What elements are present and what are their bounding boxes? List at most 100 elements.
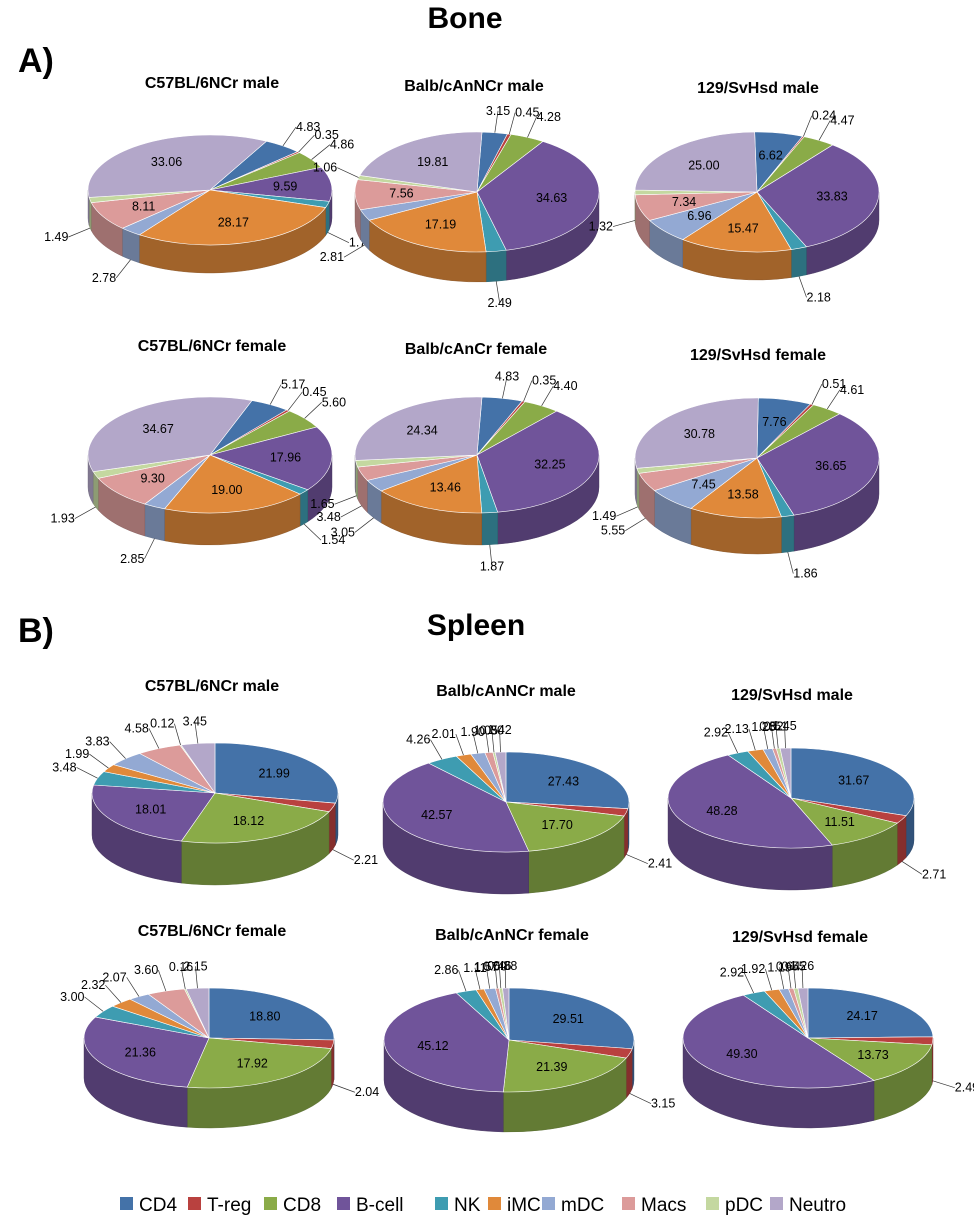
slice-label-b-cell: 17.96 — [270, 450, 301, 464]
slice-label-imc: 28.17 — [218, 215, 249, 229]
leader-line — [764, 968, 773, 991]
leader-line — [472, 731, 479, 754]
pie-slice-neutro — [502, 987, 510, 1041]
legend-swatch — [488, 1197, 501, 1210]
pie-slice-b-cell — [476, 141, 600, 251]
leader-line — [629, 1093, 652, 1104]
pie-slice-imc — [682, 191, 792, 253]
legend-label: Neutro — [789, 1195, 846, 1216]
legend-label: pDC — [725, 1195, 763, 1216]
pie-slice-cd8 — [806, 1037, 933, 1081]
panel-b-letter: B) — [18, 612, 54, 650]
pie-slice-neutro — [494, 751, 507, 803]
chart-title: Balb/cAnNCr female — [435, 927, 589, 944]
slice-label-pdc: 1.32 — [589, 220, 613, 234]
slice-label-mdc: 2.81 — [320, 250, 344, 264]
slice-label-macs: 9.30 — [140, 471, 164, 485]
pie-chart-bone-129-svhsd-male: 129/SvHsd male 6.62 0.244.47 33.83 2.18 15.47… — [589, 80, 880, 304]
leader-line — [298, 134, 315, 153]
slice-label-b-cell: 33.83 — [816, 190, 847, 204]
legend-item-pdc: pDC — [706, 1195, 763, 1216]
chart-title: C57BL/6NCr male — [145, 75, 279, 92]
slice-label-pdc: 0.51 — [764, 719, 788, 733]
leader-line — [194, 721, 199, 744]
pie-slice-neutro — [634, 131, 758, 193]
slice-label-pdc: 1.49 — [44, 230, 68, 244]
legend-label: T-reg — [207, 1195, 251, 1216]
leader-line — [499, 966, 502, 989]
pie-side-t-reg — [897, 815, 907, 866]
slice-label-pdc: 0.55 — [781, 959, 805, 973]
slice-label-pdc: 0.30 — [480, 723, 504, 737]
slice-label-cd8: 4.47 — [830, 114, 854, 128]
leader-line — [269, 384, 282, 405]
leader-line — [334, 495, 357, 505]
leader-line — [105, 984, 122, 1003]
pie-slice-cd8 — [180, 792, 330, 844]
slice-label-macs: 5.55 — [601, 524, 625, 538]
leader-line — [455, 733, 464, 756]
leader-line — [332, 1083, 355, 1093]
pie-chart-bone-c57bl-6ncr-male: C57BL/6NCr male4.830.354.869.591.7728.17… — [44, 75, 373, 285]
slice-label-nk: 2.92 — [704, 726, 728, 740]
leader-line — [798, 276, 807, 298]
slice-label-cd8: 21.39 — [536, 1060, 567, 1074]
slice-label-b-cell: 9.59 — [273, 179, 297, 193]
legend-swatch — [435, 1197, 448, 1210]
leader-line — [612, 220, 636, 227]
pie-chart-spleen-c57bl-6ncr-female: C57BL/6NCr female 18.80 2.04 17.92 21.36 3.00… — [60, 923, 379, 1129]
pie-slice-b-cell — [382, 762, 530, 853]
slice-label-macs: 7.34 — [672, 195, 696, 209]
leader-line — [508, 112, 516, 135]
slice-label-mdc: 6.96 — [687, 209, 711, 223]
leader-line — [282, 126, 297, 147]
pie-side-pdc — [636, 468, 640, 510]
pie-side-walls — [354, 454, 600, 546]
slice-label-cd8: 4.86 — [330, 138, 354, 152]
slice-label-cd4: 7.76 — [762, 415, 786, 429]
pie-slice-cd8 — [790, 797, 899, 846]
pie-slice-cd4 — [807, 987, 934, 1039]
slice-label-macs: 3.48 — [316, 510, 340, 524]
leader-line — [89, 753, 109, 769]
pie-slice-neutro — [87, 134, 268, 198]
slice-label-b-cell: 21.36 — [125, 1045, 156, 1059]
legend-item-imc: iMC — [488, 1195, 541, 1216]
slice-label-mdc: 7.45 — [691, 477, 715, 491]
slice-label-nk: 2.92 — [720, 966, 744, 980]
panel-a-title: Bone — [428, 2, 503, 35]
slice-label-macs: 7.56 — [389, 187, 413, 201]
pie-chart-bone-129-svhsd-female: 129/SvHsd female 7.76 0.514.61 36.65 1.86 13.… — [592, 347, 880, 581]
pie-slice-neutro — [359, 131, 483, 193]
slice-label-b-cell: 42.57 — [421, 808, 452, 822]
slice-label-mdc: 2.85 — [120, 552, 144, 566]
legend-swatch — [622, 1197, 635, 1210]
slice-label-neutro: 2.15 — [183, 959, 207, 973]
leader-line — [126, 977, 140, 997]
slice-label-nk: 2.49 — [488, 296, 512, 310]
legend-swatch — [337, 1197, 350, 1210]
leader-line — [195, 966, 198, 989]
leader-line — [803, 115, 813, 137]
pie-chart-spleen-balb-canncr-male: Balb/cAnNCr male 27.43 2.41 17.70 42.57 4.26 2… — [382, 683, 672, 895]
pie-slice-b-cell — [383, 992, 510, 1093]
leader-line — [337, 167, 359, 178]
pie-chart-spleen-129-svhsd-female: 129/SvHsd female24.172.4913.7349.302.921… — [682, 929, 974, 1129]
slice-label-cd4: 6.62 — [759, 148, 783, 162]
slice-label-mdc: 1.28 — [751, 720, 775, 734]
slice-label-mdc: 1.90 — [461, 725, 485, 739]
legend-item-macs: Macs — [622, 1195, 686, 1216]
legend-item-mdc: mDC — [542, 1195, 604, 1216]
slice-label-t-reg: 0.51 — [822, 377, 846, 391]
slice-label-mdc: 2.78 — [92, 271, 116, 285]
pie-slice-b-cell — [476, 410, 600, 513]
slice-label-nk: 3.00 — [60, 990, 84, 1004]
legend-swatch — [542, 1197, 555, 1210]
leader-line — [811, 384, 823, 405]
legend-label: Macs — [641, 1195, 686, 1216]
leader-line — [303, 523, 322, 541]
pie-slice-imc — [690, 457, 782, 519]
slice-label-t-reg: 2.41 — [648, 857, 672, 871]
chart-title: C57BL/6NCr female — [138, 338, 287, 355]
leader-line — [174, 723, 181, 746]
